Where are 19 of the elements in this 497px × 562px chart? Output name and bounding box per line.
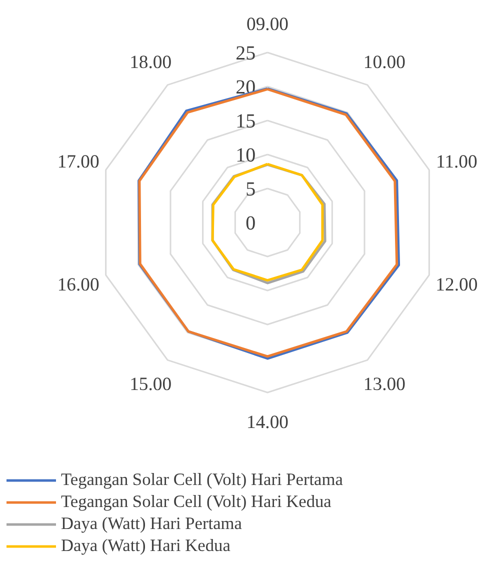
legend-label: Daya (Watt) Hari Kedua [61,536,230,556]
spoke-label: 10.00 [363,52,406,74]
legend-label: Daya (Watt) Hari Pertama [61,514,242,534]
spoke-label: 15.00 [130,374,172,395]
legend-label: Tegangan Solar Cell (Volt) Hari Kedua [61,492,332,512]
spoke-label: 17.00 [57,152,100,173]
spoke-label: 11.00 [436,152,478,173]
y-tick-label: 5 [246,178,256,200]
legend-label: Tegangan Solar Cell (Volt) Hari Pertama [61,470,343,490]
y-tick-label: 10 [236,144,256,166]
y-tick-label: 0 [246,212,256,234]
spoke-label: 18.00 [130,52,172,74]
y-tick-label: 25 [236,42,256,64]
spoke-label: 13.00 [363,374,406,395]
spoke-label: 16.00 [57,274,100,296]
y-tick-label: 15 [236,110,256,132]
spoke-label: 12.00 [436,274,478,296]
spoke-label: 09.00 [246,14,288,36]
spoke-label: 14.00 [246,412,288,433]
